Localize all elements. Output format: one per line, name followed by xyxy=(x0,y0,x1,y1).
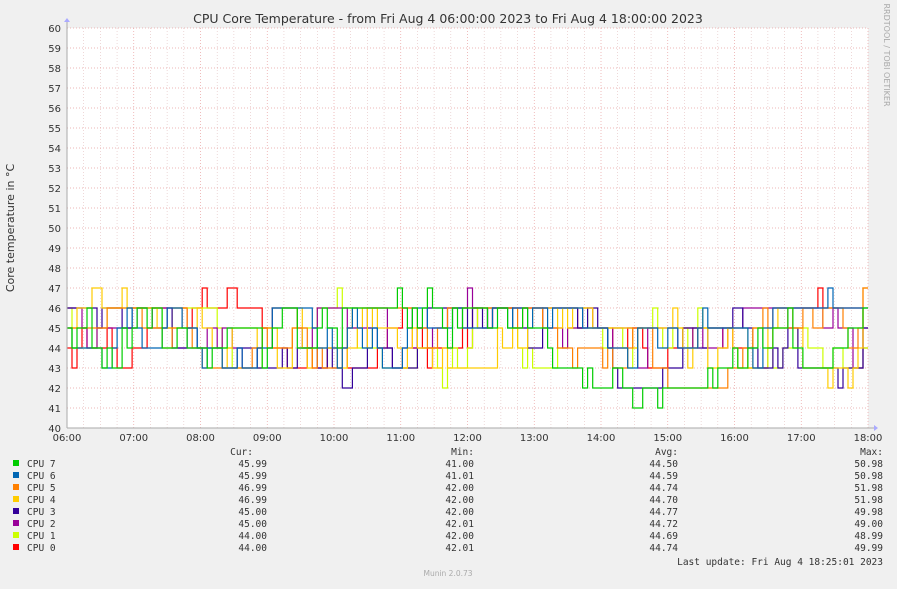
legend-avg-value: 44.74 xyxy=(649,543,678,554)
legend-cur-value: 45.99 xyxy=(238,459,267,470)
legend-swatch xyxy=(13,484,19,490)
x-tick-label: 13:00 xyxy=(520,433,549,444)
legend-max-value: 50.98 xyxy=(854,459,883,470)
legend-cur-value: 45.99 xyxy=(238,471,267,482)
legend-header-avg: Avg: xyxy=(655,447,678,458)
x-tick-label: 16:00 xyxy=(720,433,749,444)
y-tick-label: 41 xyxy=(48,404,61,415)
legend-cur-value: 45.00 xyxy=(238,507,267,518)
legend-min-value: 42.00 xyxy=(445,507,474,518)
legend-series-name: CPU 5 xyxy=(27,483,56,494)
legend-swatch xyxy=(13,520,19,526)
y-tick-label: 54 xyxy=(48,144,61,155)
legend-header-cur: Cur: xyxy=(230,447,253,458)
legend-series-name: CPU 4 xyxy=(27,495,56,506)
y-tick-label: 59 xyxy=(48,44,61,55)
legend-min-value: 41.00 xyxy=(445,459,474,470)
x-tick-label: 08:00 xyxy=(186,433,215,444)
legend-avg-value: 44.74 xyxy=(649,483,678,494)
legend-avg-value: 44.50 xyxy=(649,459,678,470)
y-tick-label: 58 xyxy=(48,64,61,75)
legend-max-value: 49.00 xyxy=(854,519,883,530)
legend-max-value: 51.98 xyxy=(854,483,883,494)
y-tick-label: 57 xyxy=(48,84,61,95)
legend-cur-value: 46.99 xyxy=(238,483,267,494)
x-tick-label: 18:00 xyxy=(854,433,883,444)
y-tick-label: 56 xyxy=(48,104,61,115)
x-axis-arrow xyxy=(874,425,878,431)
x-tick-label: 12:00 xyxy=(453,433,482,444)
y-tick-label: 49 xyxy=(48,244,61,255)
x-tick-label: 17:00 xyxy=(787,433,816,444)
last-update-text: Last update: Fri Aug 4 18:25:01 2023 xyxy=(677,557,883,568)
legend-swatch xyxy=(13,496,19,502)
legend-series-name: CPU 6 xyxy=(27,471,56,482)
y-tick-label: 43 xyxy=(48,364,61,375)
x-tick-label: 14:00 xyxy=(587,433,616,444)
legend-avg-value: 44.72 xyxy=(649,519,678,530)
legend-max-value: 51.98 xyxy=(854,495,883,506)
legend-cur-value: 46.99 xyxy=(238,495,267,506)
munin-version: Munin 2.0.73 xyxy=(423,569,472,578)
x-tick-label: 09:00 xyxy=(253,433,282,444)
y-tick-label: 51 xyxy=(48,204,61,215)
legend-cur-value: 44.00 xyxy=(238,531,267,542)
rrdtool-credit: RRDTOOL / TOBI OETIKER xyxy=(882,3,891,106)
legend-swatch xyxy=(13,472,19,478)
legend-cur-value: 45.00 xyxy=(238,519,267,530)
legend-swatch xyxy=(13,532,19,538)
legend-header-min: Min: xyxy=(451,447,474,458)
legend-avg-value: 44.77 xyxy=(649,507,678,518)
legend-series-name: CPU 7 xyxy=(27,459,56,470)
legend-series-name: CPU 0 xyxy=(27,543,56,554)
y-tick-label: 50 xyxy=(48,224,61,235)
legend-series-name: CPU 3 xyxy=(27,507,56,518)
legend-series-name: CPU 2 xyxy=(27,519,56,530)
y-tick-label: 44 xyxy=(48,344,61,355)
legend-min-value: 42.00 xyxy=(445,483,474,494)
y-tick-label: 45 xyxy=(48,324,61,335)
y-tick-label: 46 xyxy=(48,304,61,315)
legend-min-value: 42.01 xyxy=(445,543,474,554)
legend-min-value: 41.01 xyxy=(445,471,474,482)
legend-avg-value: 44.69 xyxy=(649,531,678,542)
legend-max-value: 49.99 xyxy=(854,543,883,554)
y-tick-label: 42 xyxy=(48,384,61,395)
y-axis-arrow xyxy=(64,18,70,22)
chart-title: CPU Core Temperature - from Fri Aug 4 06… xyxy=(193,11,703,26)
y-tick-label: 48 xyxy=(48,264,61,275)
y-tick-label: 52 xyxy=(48,184,61,195)
y-tick-label: 40 xyxy=(48,424,61,435)
x-tick-label: 15:00 xyxy=(653,433,682,444)
legend-series-name: CPU 1 xyxy=(27,531,56,542)
x-tick-label: 10:00 xyxy=(320,433,349,444)
x-tick-label: 06:00 xyxy=(53,433,82,444)
legend-max-value: 49.98 xyxy=(854,507,883,518)
legend-cur-value: 44.00 xyxy=(238,543,267,554)
legend-max-value: 50.98 xyxy=(854,471,883,482)
x-tick-label: 07:00 xyxy=(119,433,148,444)
legend-avg-value: 44.70 xyxy=(649,495,678,506)
legend-avg-value: 44.59 xyxy=(649,471,678,482)
y-tick-label: 53 xyxy=(48,164,61,175)
legend-min-value: 42.00 xyxy=(445,495,474,506)
legend-swatch xyxy=(13,544,19,550)
legend-max-value: 48.99 xyxy=(854,531,883,542)
legend-min-value: 42.01 xyxy=(445,519,474,530)
y-tick-label: 47 xyxy=(48,284,61,295)
y-tick-label: 60 xyxy=(48,24,61,35)
y-tick-label: 55 xyxy=(48,124,61,135)
x-tick-label: 11:00 xyxy=(386,433,415,444)
legend-swatch xyxy=(13,508,19,514)
legend-min-value: 42.00 xyxy=(445,531,474,542)
legend-swatch xyxy=(13,460,19,466)
series-line-cpu-7 xyxy=(67,287,868,409)
y-axis-label: Core temperature in °C xyxy=(4,164,17,293)
legend-header-max: Max: xyxy=(860,447,883,458)
